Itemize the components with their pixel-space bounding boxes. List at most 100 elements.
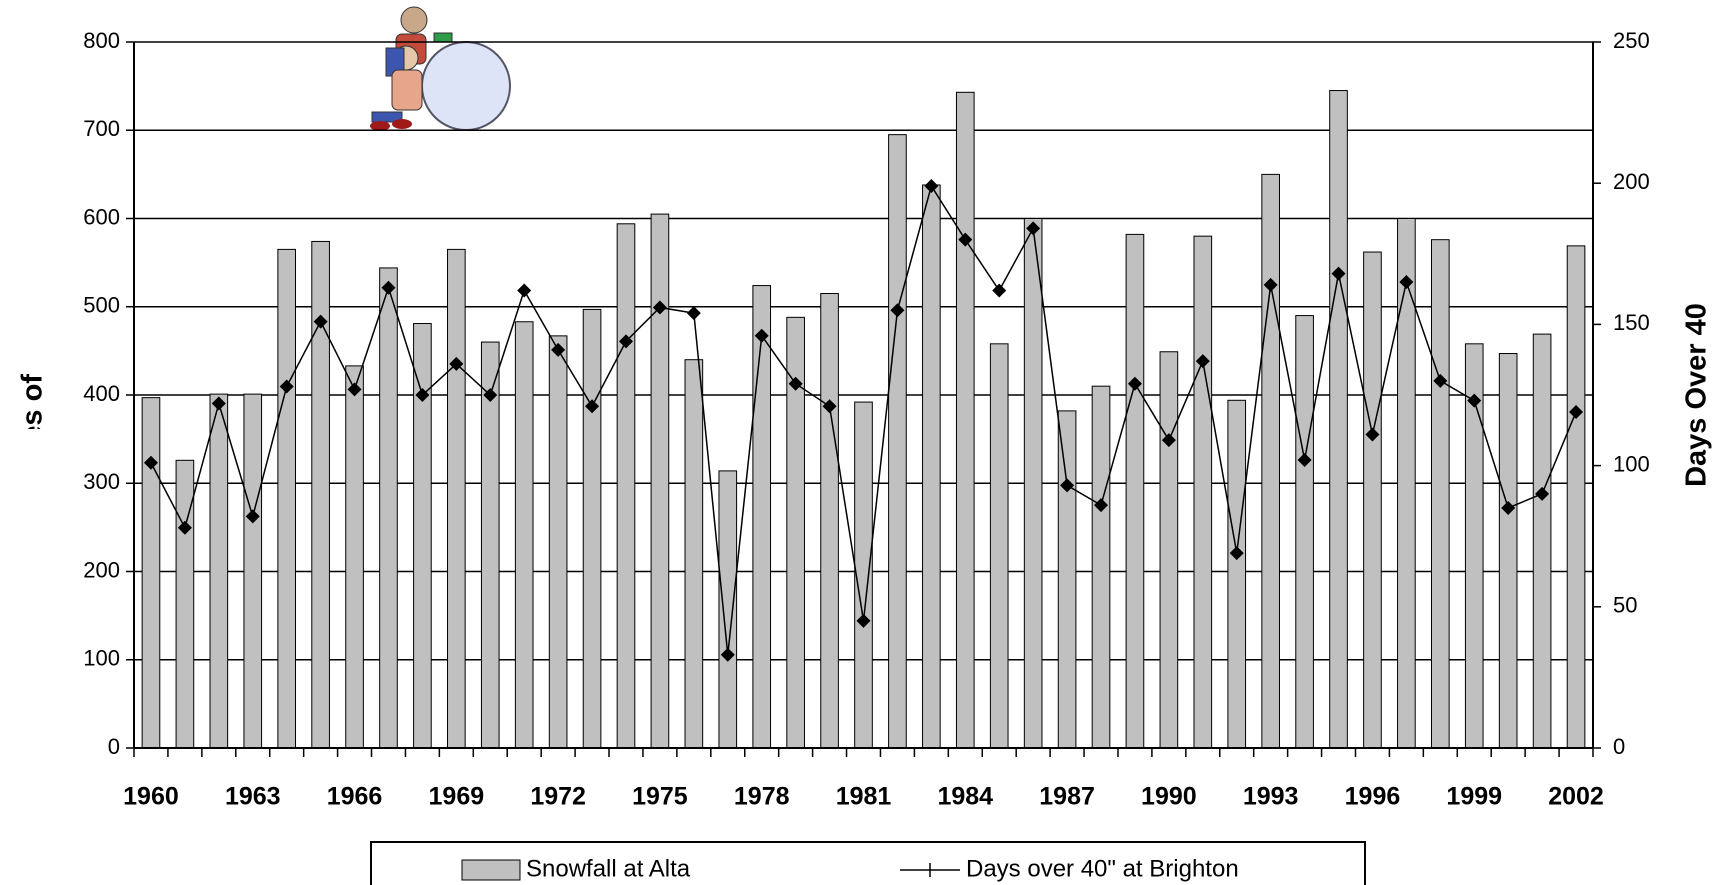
legend-swatch — [461, 859, 521, 881]
line-marker — [1365, 427, 1380, 442]
y2-tick-label: 150 — [1613, 310, 1650, 335]
line-marker — [1297, 452, 1312, 467]
line-marker — [415, 388, 430, 402]
bar — [1532, 333, 1552, 749]
line-marker — [958, 232, 973, 247]
bar — [854, 401, 873, 749]
snowball-clipart — [370, 6, 511, 131]
bar — [277, 248, 297, 749]
bar — [1091, 385, 1111, 749]
line-marker — [1094, 498, 1109, 513]
line-marker — [890, 303, 905, 318]
line-marker — [347, 382, 362, 397]
y-tick-label: 600 — [83, 204, 120, 229]
y-axis-title: Inches of Snow — [17, 288, 49, 501]
bar — [1329, 90, 1348, 749]
line-marker — [1467, 393, 1482, 408]
bar — [141, 397, 161, 749]
y-tick-label: 700 — [83, 116, 120, 141]
x-tick-label: 1963 — [225, 783, 281, 811]
line-marker — [1195, 354, 1210, 369]
x-tick-label: 1978 — [734, 783, 790, 811]
y-tick-label: 500 — [83, 293, 120, 318]
bar — [1125, 233, 1145, 749]
bar — [820, 293, 839, 749]
bar — [1159, 351, 1179, 749]
x-tick-label: 1996 — [1345, 783, 1401, 811]
line-marker — [517, 283, 532, 298]
legend-label: Days over 40" at Brighton — [966, 855, 1239, 882]
bar — [955, 91, 975, 749]
bar — [718, 470, 738, 749]
x-tick-label: 1990 — [1141, 783, 1197, 811]
y2-axis-title: Days Over 40 — [1681, 303, 1713, 487]
bar — [480, 341, 500, 749]
x-tick-label: 1975 — [632, 783, 688, 811]
y-tick-label: 800 — [83, 28, 120, 53]
legend-label: Snowfall at Alta — [526, 855, 691, 882]
bar — [209, 393, 229, 749]
x-tick-label: 1999 — [1446, 783, 1502, 811]
line-marker — [585, 399, 600, 414]
line-marker — [143, 455, 158, 470]
bar — [548, 335, 568, 749]
bar — [1023, 218, 1043, 749]
line-marker — [1161, 433, 1176, 448]
y-tick-label: 200 — [83, 557, 120, 582]
bar — [888, 134, 907, 749]
line-marker — [313, 314, 328, 329]
x-tick-label: 1972 — [530, 783, 586, 811]
bar — [447, 248, 466, 749]
bar — [1057, 410, 1077, 749]
line-marker — [788, 376, 803, 391]
y2-tick-label: 50 — [1613, 593, 1637, 618]
line-marker — [551, 342, 566, 357]
line-marker — [279, 379, 294, 394]
line-marker — [1026, 221, 1041, 236]
line-marker — [381, 280, 396, 295]
line-marker — [177, 520, 192, 535]
line-marker — [822, 399, 837, 414]
line-marker — [211, 396, 226, 411]
legend — [370, 841, 1366, 885]
bar — [1498, 353, 1518, 749]
line-marker — [754, 328, 769, 343]
line-marker — [1331, 266, 1346, 281]
line-marker — [618, 334, 633, 349]
x-tick-label: 1987 — [1039, 783, 1095, 811]
bar — [379, 267, 398, 749]
line-marker — [1501, 500, 1516, 515]
bar — [989, 343, 1009, 749]
bar — [514, 321, 534, 749]
y-tick-label: 100 — [83, 646, 120, 671]
bar — [582, 308, 602, 749]
y2-tick-label: 0 — [1613, 734, 1625, 759]
line-marker — [1263, 277, 1278, 292]
bar — [1566, 245, 1586, 749]
y-tick-label: 0 — [108, 734, 120, 759]
bar — [922, 184, 941, 749]
bar — [684, 359, 704, 749]
bar — [413, 323, 432, 749]
x-tick-label: 1993 — [1243, 783, 1299, 811]
line-marker — [245, 509, 260, 524]
bar — [1363, 251, 1382, 749]
line-marker — [1060, 478, 1075, 493]
bar — [1227, 399, 1247, 749]
bar — [650, 213, 670, 749]
x-tick-label: 1984 — [937, 783, 993, 811]
y-tick-label: 400 — [83, 381, 120, 406]
bar — [1295, 315, 1314, 749]
line-marker — [720, 647, 735, 662]
x-tick-label: 1960 — [123, 783, 179, 811]
line-marker — [924, 179, 939, 194]
x-tick-label: 1969 — [429, 783, 485, 811]
bar — [616, 223, 636, 749]
y2-tick-label: 250 — [1613, 28, 1650, 53]
bar — [752, 285, 772, 749]
line-marker — [1433, 373, 1448, 388]
line-marker — [449, 356, 464, 371]
bar — [243, 393, 263, 749]
line-marker — [1535, 486, 1550, 501]
